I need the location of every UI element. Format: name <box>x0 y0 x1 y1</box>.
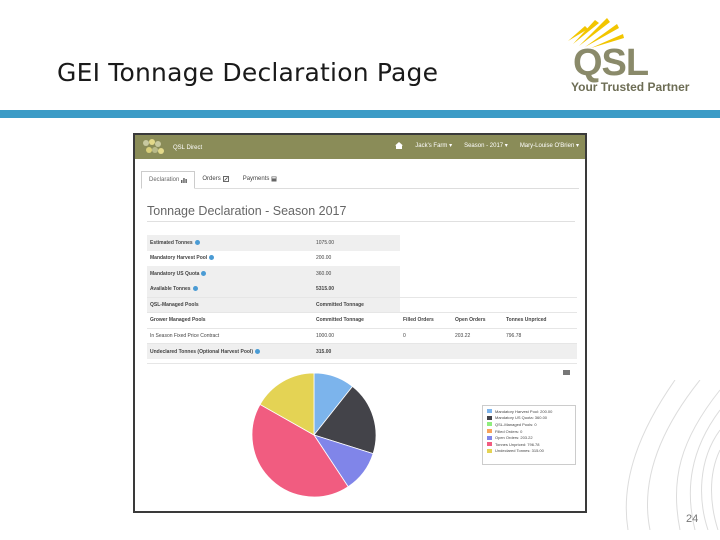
page-number: 24 <box>686 513 699 525</box>
row-label: Mandatory Harvest Pool <box>147 251 313 267</box>
legend-item[interactable]: Mandatory US Quota: 360.00 <box>487 415 571 422</box>
legend-item[interactable]: Filled Orders: 0 <box>487 428 571 435</box>
legend-swatch <box>487 409 492 414</box>
accent-bar <box>0 110 720 118</box>
farm-dropdown[interactable]: Jack's Farm ▾ <box>415 143 453 149</box>
tonnage-pie-chart <box>251 372 377 498</box>
bar-chart-icon <box>181 178 188 183</box>
filled-value: 0 <box>400 328 452 344</box>
tab-orders[interactable]: Orders <box>195 171 235 189</box>
logo-sunburst-icon <box>568 18 624 48</box>
table-row: Estimated Tonnes 1075.00 <box>147 235 577 251</box>
legend-item[interactable]: Undeclared Tonnes: 315.00 <box>487 448 571 455</box>
slide-title: GEI Tonnage Declaration Page <box>57 58 439 87</box>
legend-swatch <box>487 422 492 427</box>
row-label: Undeclared Tonnes (Optional Harvest Pool… <box>147 343 313 359</box>
pie-slice[interactable] <box>251 403 349 498</box>
column-header: Tonnes Unpriced <box>503 312 577 329</box>
legend-label: Tonnes Unpriced: 796.78 <box>495 441 540 447</box>
undeclared-row: Undeclared Tonnes (Optional Harvest Pool… <box>147 343 577 359</box>
row-value: 1075.00 <box>313 235 400 251</box>
row-value: 200.00 <box>316 255 332 262</box>
info-icon[interactable] <box>194 239 200 245</box>
committed-value: 1000.00 <box>313 328 400 344</box>
legend-item[interactable]: Mandatory Harvest Pool: 200.00 <box>487 408 571 415</box>
legend-swatch <box>487 429 492 434</box>
top-navbar: QSL Direct Jack's Farm ▾ Season - 2017 ▾… <box>135 135 585 159</box>
row-label: Available Tonnes <box>147 281 313 298</box>
app-screenshot: QSL Direct Jack's Farm ▾ Season - 2017 ▾… <box>133 133 587 513</box>
legend-label: Undeclared Tonnes: 315.00 <box>495 448 544 454</box>
legend-label: Filled Orders: 0 <box>495 428 523 434</box>
legend-swatch <box>487 435 492 440</box>
column-header: Open Orders <box>452 312 503 329</box>
table-row: In Season Fixed Price Contract 1000.00 0… <box>147 328 577 344</box>
row-label: Mandatory US Quota <box>147 266 313 282</box>
qsl-direct-logo-icon <box>143 139 164 154</box>
row-label: Grower Managed Pools <box>147 312 313 329</box>
unpriced-value: 796.78 <box>503 328 577 344</box>
calculator-icon <box>271 176 277 182</box>
legend-item[interactable]: Open Orders: 203.22 <box>487 434 571 441</box>
info-icon[interactable] <box>254 348 260 354</box>
logo-wordmark: QSL <box>573 42 649 84</box>
page-heading: Tonnage Declaration - Season 2017 <box>147 204 347 218</box>
edit-icon <box>222 176 229 182</box>
open-value: 203.22 <box>452 328 503 344</box>
info-icon[interactable] <box>192 286 198 292</box>
column-header: Filled Orders <box>400 312 452 329</box>
declaration-table: Estimated Tonnes 1075.00 Mandatory Harve… <box>147 235 577 359</box>
legend-label: QSL-Managed Pools: 0 <box>495 421 537 427</box>
home-icon[interactable] <box>395 142 404 149</box>
info-icon[interactable] <box>201 270 207 276</box>
pie-slice[interactable] <box>259 372 315 436</box>
row-label: QSL-Managed Pools <box>147 297 313 313</box>
legend-item[interactable]: Tonnes Unpriced: 796.78 <box>487 441 571 448</box>
row-label: Estimated Tonnes <box>147 235 313 251</box>
heading-divider <box>147 221 575 222</box>
season-dropdown[interactable]: Season - 2017 ▾ <box>464 143 508 149</box>
table-row: Mandatory Harvest Pool 200.00 <box>147 251 577 267</box>
table-row: Mandatory US Quota 360.00 <box>147 266 577 282</box>
decorative-lines <box>625 380 720 530</box>
row-value: 5315.00 <box>313 281 400 298</box>
grower-pools-header-row: Grower Managed Pools Committed Tonnage F… <box>147 312 577 329</box>
tab-bar: Declaration Orders Payments <box>141 171 579 189</box>
nav-brand[interactable]: QSL Direct <box>173 145 203 151</box>
logo-tagline: Your Trusted Partner <box>571 80 690 94</box>
table-divider <box>147 363 577 364</box>
legend-label: Open Orders: 203.22 <box>495 435 533 441</box>
contract-name[interactable]: In Season Fixed Price Contract <box>147 328 313 344</box>
tab-payments[interactable]: Payments <box>236 171 285 189</box>
legend-label: Mandatory Harvest Pool: 200.00 <box>495 408 553 414</box>
user-dropdown[interactable]: Mary-Louise O'Brien ▾ <box>519 143 579 149</box>
legend-item[interactable]: QSL-Managed Pools: 0 <box>487 421 571 428</box>
column-header: Committed Tonnage <box>313 312 400 329</box>
row-value: 360.00 <box>313 266 400 282</box>
legend-swatch <box>487 442 492 447</box>
legend-swatch <box>487 415 492 420</box>
column-header: Committed Tonnage <box>313 297 400 313</box>
pie-slice[interactable] <box>313 385 377 455</box>
nav-menu: Jack's Farm ▾ Season - 2017 ▾ Mary-Louis… <box>395 142 579 149</box>
qsl-pools-header-row: QSL-Managed Pools Committed Tonnage <box>147 297 577 313</box>
qsl-logo: QSL Your Trusted Partner <box>565 14 689 96</box>
chart-menu-icon[interactable] <box>563 370 570 375</box>
table-row: Available Tonnes 5315.00 <box>147 281 577 298</box>
row-value: 315.00 <box>313 343 400 359</box>
chart-legend: Mandatory Harvest Pool: 200.00 Mandatory … <box>482 405 576 465</box>
info-icon[interactable] <box>209 255 215 261</box>
legend-label: Mandatory US Quota: 360.00 <box>495 415 548 421</box>
tab-declaration[interactable]: Declaration <box>141 171 196 189</box>
legend-swatch <box>487 448 492 453</box>
